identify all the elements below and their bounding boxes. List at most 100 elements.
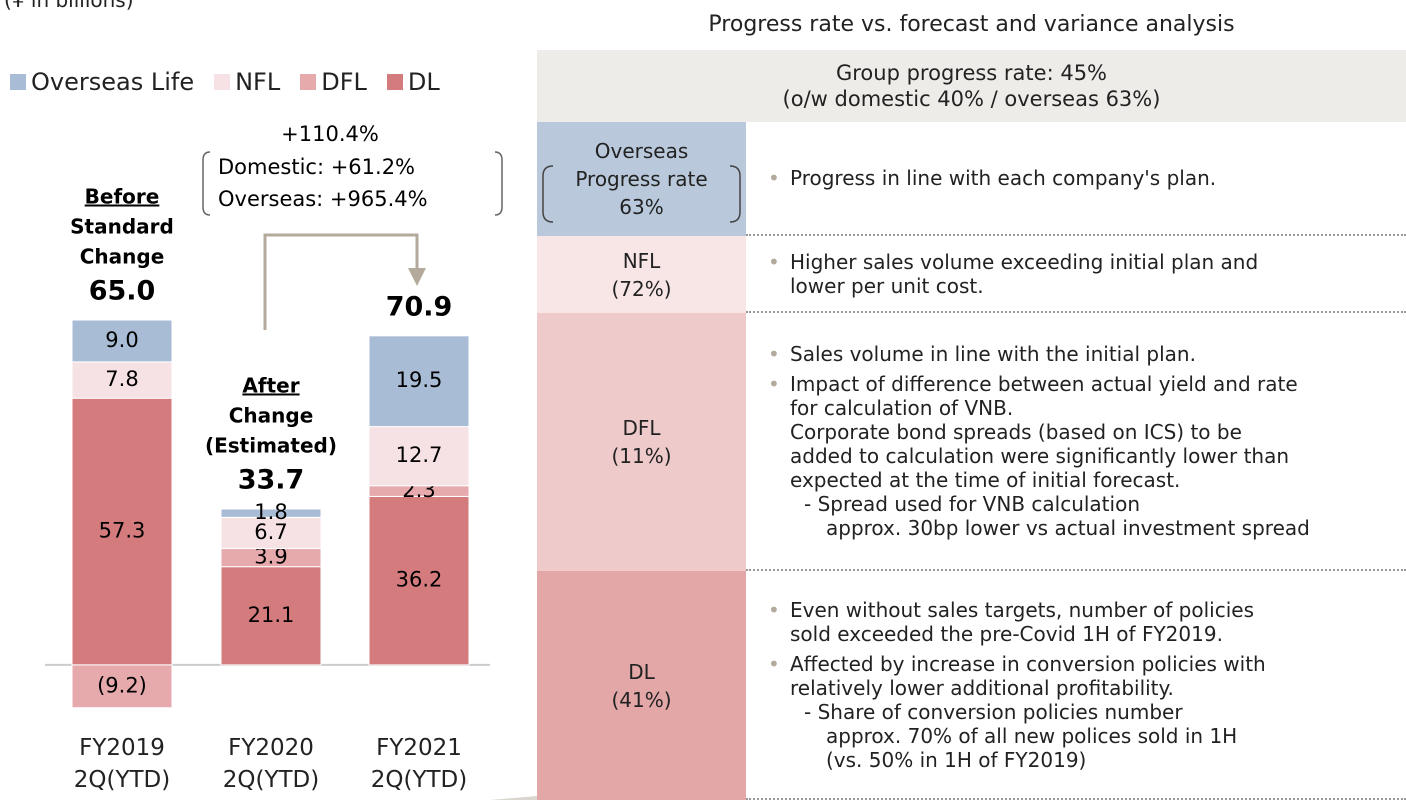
sub-line: approx. 70% of all new polices sold in 1… — [826, 723, 1238, 748]
bar-note: Standard — [70, 215, 174, 239]
row-label-cell: DL (41%) — [537, 571, 746, 800]
row-label: (41%) — [611, 687, 672, 712]
row-label: (11%) — [611, 444, 672, 468]
x-tick-label: FY2021 2Q(YTD) — [370, 735, 468, 793]
arrow — [263, 233, 419, 330]
sub-line: (vs. 50% in 1H of FY2019) — [826, 747, 1087, 772]
bar-segment — [71, 664, 173, 709]
bullet: Sales volume in line with the initial pl… — [768, 342, 1406, 366]
decor-shape — [490, 795, 537, 800]
growth-label: Overseas: +965.4% — [218, 187, 428, 211]
total-label: 70.9 — [386, 291, 453, 322]
row-label: DFL — [622, 416, 661, 440]
chart: 57.3 (9.2) 7.8 9.0 65.0 Before Standard Change 2… — [45, 122, 537, 800]
legend-swatch — [386, 74, 403, 90]
bracket — [494, 151, 503, 216]
bar-segment — [71, 319, 173, 363]
bar-note: Before — [85, 185, 160, 209]
total-label: 33.7 — [238, 464, 305, 495]
bullet-line: sold exceeded the pre-Covid 1H of FY2019… — [790, 621, 1223, 646]
row-label: DL — [628, 659, 655, 684]
sub-line: - Share of conversion policies number — [804, 699, 1183, 724]
value-label: 12.7 — [396, 443, 443, 467]
legend-swatch — [10, 74, 26, 90]
header-line: (o/w domestic 40% / overseas 63%) — [782, 87, 1161, 111]
row-label-cell: NFL (72%) — [537, 236, 746, 313]
bullet-line: Higher sales volume exceeding initial pl… — [790, 249, 1259, 274]
bullet: Even without sales targets, number of po… — [768, 597, 1406, 646]
header-line: Group progress rate: 45% — [835, 61, 1108, 85]
table-header: Group progress rate: 45% (o/w domestic 40… — [537, 50, 1406, 122]
row-label-cell: Overseas Progress rate 63% — [537, 122, 746, 236]
legend-item: NFL — [214, 68, 280, 96]
table: Group progress rate: 45% (o/w domestic 40… — [537, 50, 1406, 800]
bar-segment — [220, 566, 322, 666]
legend-label: DL — [407, 68, 440, 96]
bar-segment — [71, 397, 173, 666]
bullet-line: for calculation of VNB. — [790, 396, 1014, 420]
value-label: 1.8 — [254, 500, 287, 524]
bullet: Affected by increase in conversion polic… — [768, 651, 1406, 772]
bar-segment — [368, 335, 470, 428]
row-label: NFL — [622, 248, 661, 273]
bullet-line: Corporate bond spreads (based on ICS) to… — [790, 420, 1242, 444]
row-label: Overseas — [594, 139, 689, 163]
row-content-cell: Higher sales volume exceeding initial pl… — [746, 236, 1406, 313]
bar-segment — [368, 426, 470, 487]
legend-label: NFL — [235, 68, 281, 96]
legend-label: DFL — [321, 68, 367, 96]
value-label: 57.3 — [99, 519, 146, 543]
row-label: (72%) — [611, 276, 672, 301]
bar-segment — [71, 361, 173, 399]
legend-swatch — [300, 74, 317, 90]
bar-segment — [220, 508, 322, 518]
row-content-cell: Even without sales targets, number of po… — [746, 571, 1406, 800]
row-content-cell: Progress in line with each company's pla… — [746, 122, 1406, 236]
bullet-line: expected at the time of initial forecast… — [790, 468, 1181, 492]
bullet: Impact of difference between actual yiel… — [768, 372, 1406, 540]
value-label: 36.2 — [396, 568, 443, 592]
row-label-cell: DFL (11%) — [537, 313, 746, 571]
bullet: Progress in line with each company's pla… — [768, 166, 1406, 190]
bar-note: Change — [229, 403, 314, 427]
bullet-line: Sales volume in line with the initial pl… — [790, 342, 1196, 366]
bracket — [202, 151, 211, 216]
sub-line: approx. 30bp lower vs actual investment … — [826, 516, 1310, 540]
x-tick-label: FY2020 2Q(YTD) — [222, 735, 320, 793]
bullet-line: Impact of difference between actual yiel… — [790, 372, 1298, 396]
bar-note: After — [242, 373, 299, 397]
growth-label: Domestic: +61.2% — [218, 155, 415, 179]
total-label: 65.0 — [89, 276, 156, 307]
legend-item: Overseas Life — [10, 68, 194, 96]
bar-note: Change — [80, 245, 165, 269]
bullet-line: added to calculation were significantly … — [790, 444, 1290, 468]
bullet-line: relatively lower additional profitabilit… — [790, 675, 1174, 700]
value-label: 19.5 — [396, 368, 443, 392]
value-label: (9.2) — [97, 673, 147, 697]
overseas-brackets — [542, 165, 741, 223]
bullet: Higher sales volume exceeding initial pl… — [768, 249, 1406, 298]
bracket — [542, 165, 554, 223]
legend-swatch — [214, 74, 231, 90]
legend-item: DFL — [300, 68, 367, 96]
value-label: 21.1 — [248, 603, 295, 627]
bar-segment — [368, 495, 470, 666]
value-label: 6.7 — [254, 520, 287, 544]
row-content-cell: Sales volume in line with the initial pl… — [746, 313, 1406, 571]
value-label: 9.0 — [105, 328, 138, 352]
row-label: 63% — [619, 195, 664, 219]
legend-label: Overseas Life — [31, 68, 195, 96]
bullet-line: Even without sales targets, number of po… — [790, 597, 1254, 622]
bar-note: (Estimated) — [205, 433, 337, 457]
bracket — [729, 165, 741, 223]
growth-label: +110.4% — [281, 122, 379, 146]
unit-label: (¥ in billions) — [4, 0, 134, 12]
row-label: Progress rate — [575, 167, 708, 191]
sub-line: - Spread used for VNB calculation — [804, 492, 1140, 516]
x-tick-label: FY2019 2Q(YTD) — [73, 735, 171, 793]
bullet-line: Affected by increase in conversion polic… — [790, 651, 1266, 676]
value-label: 7.8 — [105, 367, 138, 391]
legend-item: DL — [386, 68, 440, 96]
bullet-line: lower per unit cost. — [790, 273, 984, 298]
